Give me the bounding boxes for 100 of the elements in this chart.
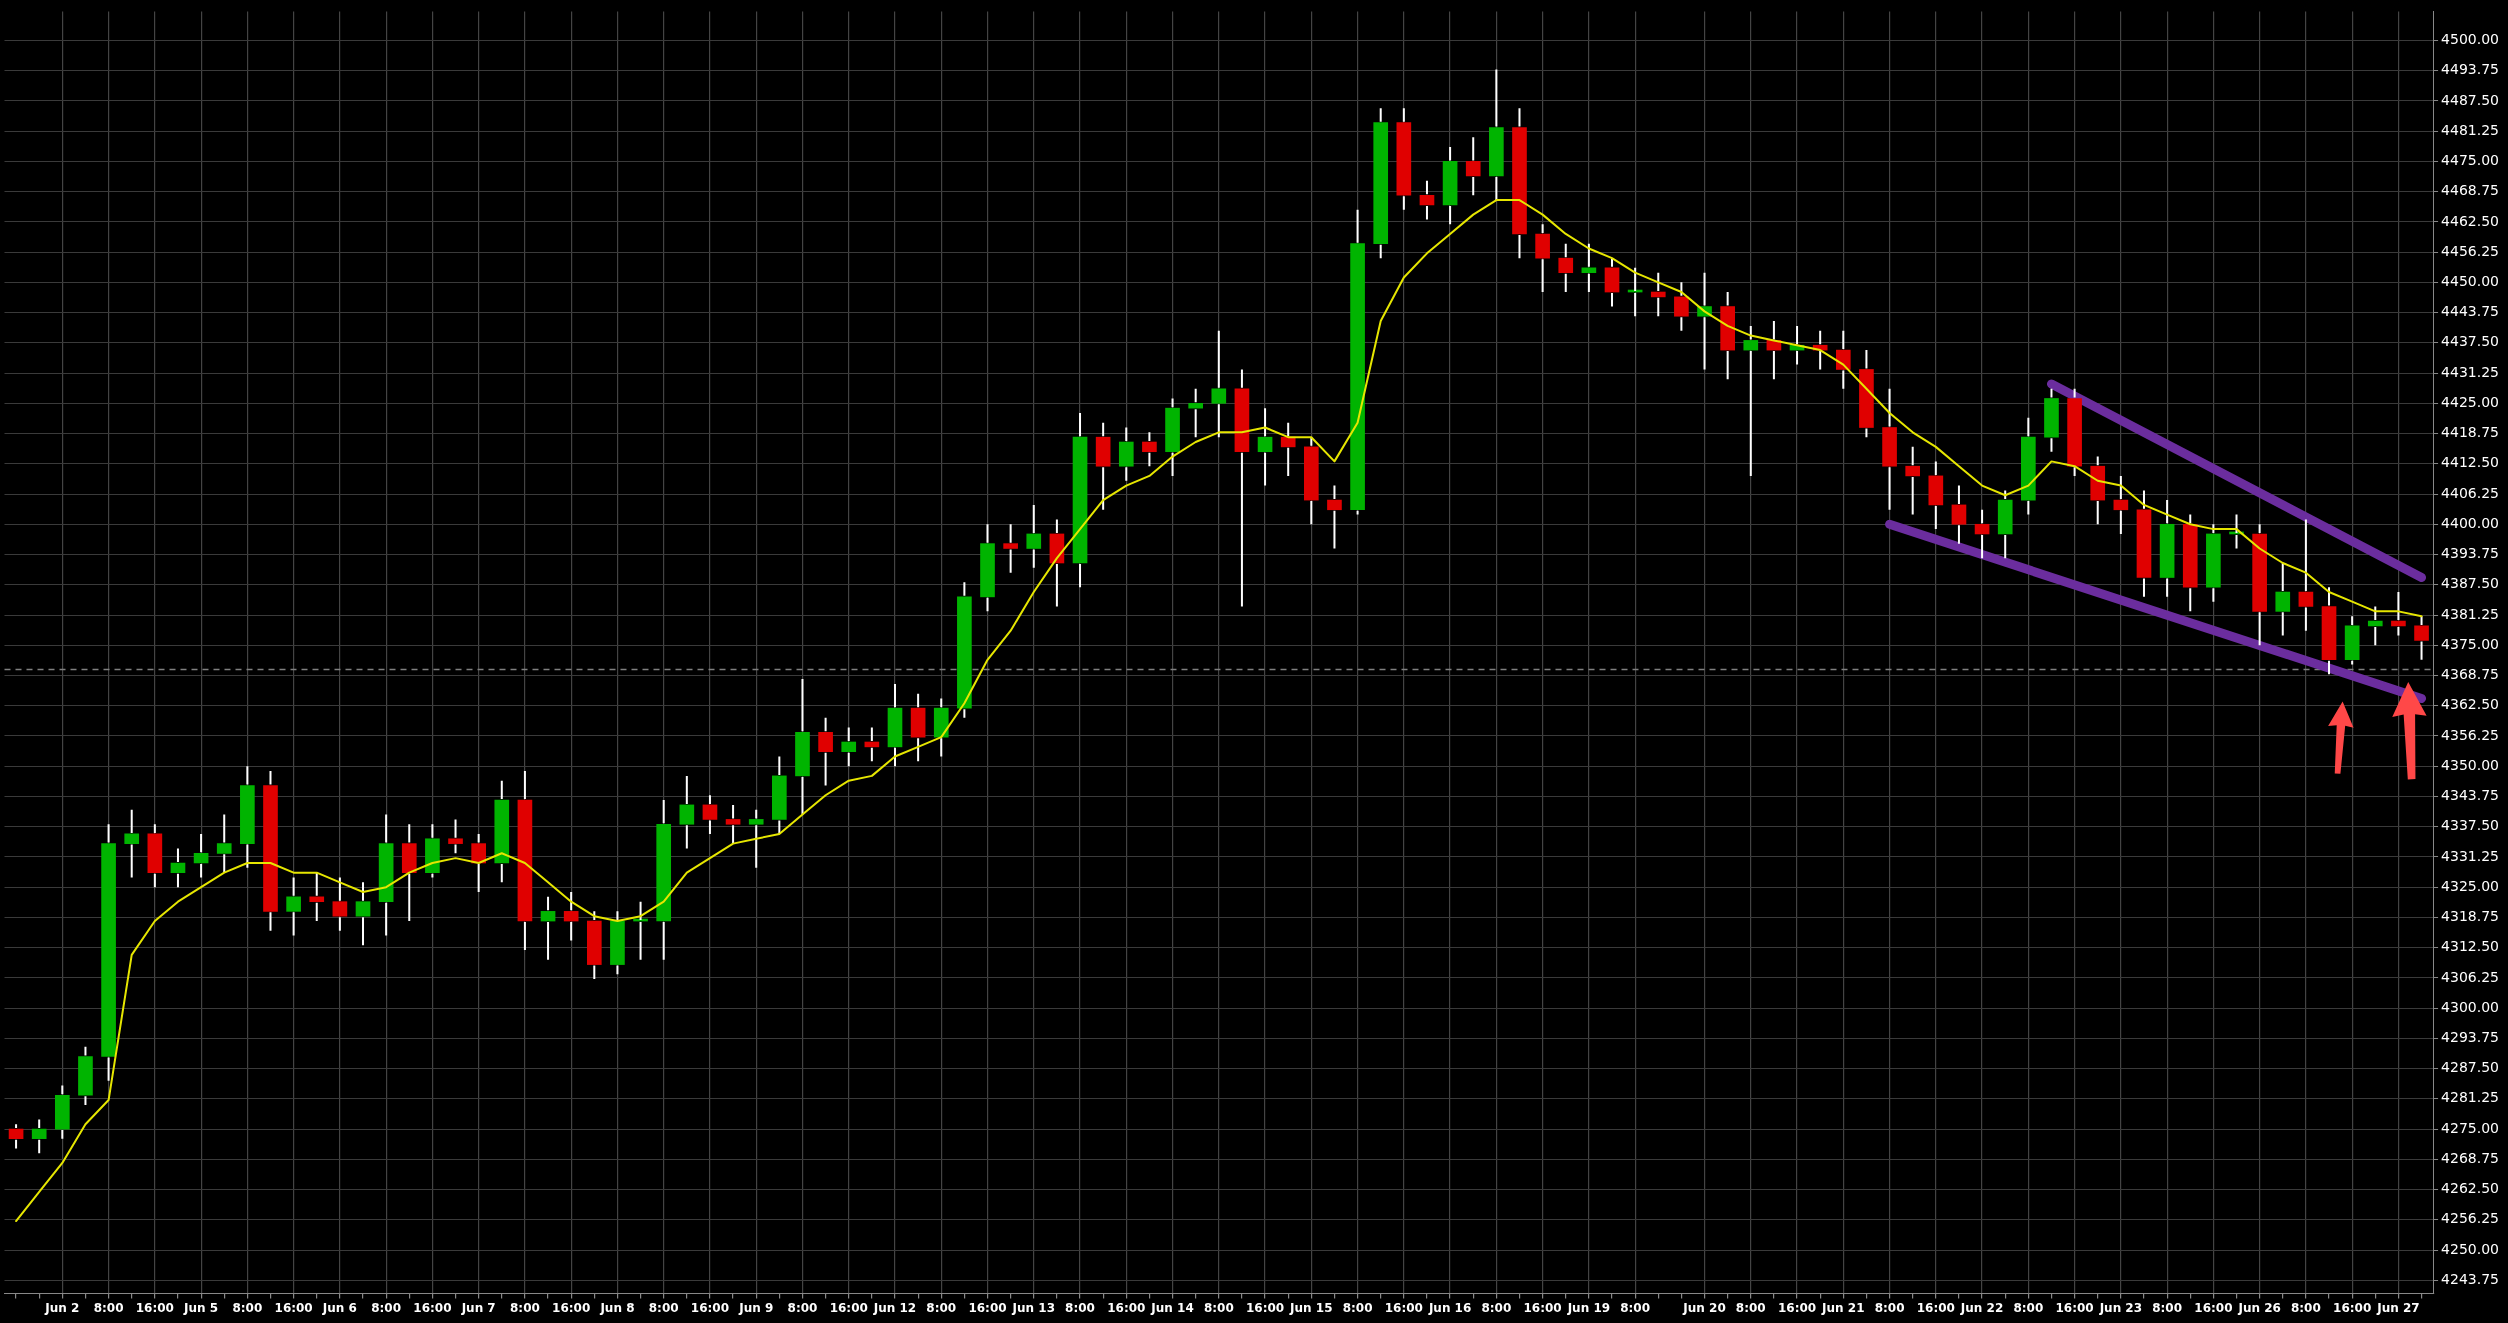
- x-tick-label: Jun 7: [460, 1300, 496, 1315]
- candlestick: [263, 770, 278, 932]
- candlestick: [448, 818, 463, 855]
- y-tick-label: 4412.50: [2441, 454, 2500, 471]
- candlestick: [2344, 615, 2360, 666]
- candlestick: [1396, 107, 1412, 211]
- x-tick-label: Jun 9: [738, 1300, 774, 1315]
- candlestick: [1419, 179, 1435, 221]
- y-tick-label: 4481.25: [2441, 121, 2500, 138]
- candlestick: [2414, 615, 2429, 661]
- y-tick-label: 4356.25: [2441, 726, 2500, 743]
- x-tick-label: 8:00: [1342, 1300, 1373, 1315]
- candlestick: [725, 803, 741, 845]
- x-tick-label: Jun 20: [1682, 1300, 1726, 1315]
- candlestick: [933, 697, 949, 758]
- candlestick: [401, 823, 417, 923]
- x-tick-label: Jun 5: [183, 1300, 219, 1315]
- candlestick: [2044, 387, 2059, 453]
- y-tick-label: 4387.50: [2441, 575, 2500, 592]
- candlestick: [1743, 324, 1759, 477]
- candlestick: [610, 910, 625, 976]
- y-tick-label: 4468.75: [2441, 182, 2500, 199]
- x-tick-label: 16:00: [1916, 1300, 1955, 1315]
- x-tick-label: Jun 21: [1821, 1300, 1865, 1315]
- x-tick-label: 8:00: [232, 1300, 263, 1315]
- y-tick-label: 4500.00: [2441, 31, 2500, 48]
- candlestick: [2021, 416, 2036, 516]
- candlestick: [1558, 242, 1574, 294]
- candlestick: [1257, 407, 1273, 487]
- y-tick-label: 4300.00: [2441, 998, 2500, 1015]
- x-tick-label: 16:00: [1384, 1300, 1423, 1315]
- x-tick-label: Jun 13: [1011, 1300, 1055, 1315]
- candlestick: [1720, 291, 1735, 381]
- candlestick: [309, 871, 325, 923]
- candlestick: [1303, 436, 1319, 526]
- y-tick-label: 4337.50: [2441, 817, 2500, 834]
- candlestick: [679, 774, 695, 850]
- candlestick: [216, 813, 232, 874]
- x-tick-label: Jun 26: [2237, 1300, 2281, 1315]
- candlestick: [2182, 513, 2198, 613]
- candlestick: [1003, 523, 1018, 574]
- candlestick: [2136, 489, 2152, 598]
- candlestick: [1211, 329, 1227, 439]
- y-tick-label: 4487.50: [2441, 91, 2500, 108]
- candlestick: [1118, 426, 1134, 482]
- x-tick-label: 16:00: [1245, 1300, 1285, 1315]
- x-tick-label: 16:00: [2055, 1300, 2094, 1315]
- candlestick: [2090, 455, 2106, 526]
- candlestick: [1072, 412, 1088, 589]
- x-tick-label: 8:00: [1874, 1300, 1905, 1315]
- x-tick-label: 16:00: [1107, 1300, 1146, 1315]
- candlestick: [240, 765, 255, 869]
- x-tick-label: Jun 22: [1959, 1300, 2004, 1315]
- candlestick: [1026, 503, 1042, 569]
- candlestick: [1535, 223, 1550, 294]
- candlestick: [54, 1084, 70, 1140]
- candlestick: [193, 832, 209, 879]
- candlestick: [1350, 208, 1365, 516]
- x-tick-label: 8:00: [2013, 1300, 2044, 1315]
- candlestick: [748, 808, 764, 869]
- x-tick-label: 8:00: [1481, 1300, 1512, 1315]
- candlestick: [170, 847, 186, 889]
- y-tick-label: 4262.50: [2441, 1180, 2500, 1197]
- candlestick: [795, 678, 810, 816]
- x-tick-label: 8:00: [1735, 1300, 1766, 1315]
- x-tick-label: 8:00: [371, 1300, 402, 1315]
- candlestick: [517, 770, 533, 952]
- candlestick: [8, 1123, 24, 1150]
- candlestick: [1142, 431, 1157, 468]
- x-tick-label: 8:00: [93, 1300, 124, 1315]
- y-tick-label: 4425.00: [2441, 393, 2500, 410]
- x-tick-label: 8:00: [509, 1300, 540, 1315]
- candlestick: [1512, 107, 1527, 260]
- candlestick: [1859, 349, 1874, 439]
- x-tick-label: 16:00: [968, 1300, 1007, 1315]
- y-tick-label: 4418.75: [2441, 424, 2500, 441]
- candlestick: [101, 823, 116, 1082]
- candlestick: [2252, 523, 2267, 647]
- x-tick-label: 16:00: [1523, 1300, 1562, 1315]
- y-tick-label: 4350.00: [2441, 756, 2500, 773]
- y-tick-label: 4450.00: [2441, 273, 2500, 289]
- candlestick: [1974, 508, 1990, 560]
- candlestick: [1465, 136, 1481, 197]
- y-tick-label: 4331.25: [2441, 847, 2500, 864]
- candlestick: [1234, 368, 1250, 608]
- x-tick-label: 8:00: [1203, 1300, 1234, 1315]
- candlestick: [980, 523, 995, 613]
- candlestick: [818, 716, 833, 787]
- y-tick-label: 4287.50: [2441, 1059, 2500, 1076]
- candlestick: [1951, 484, 1967, 545]
- y-tick-label: 4431.25: [2441, 363, 2500, 380]
- candlestick: [1905, 445, 1921, 516]
- y-tick-label: 4375.00: [2441, 635, 2500, 652]
- y-tick-label: 4475.00: [2441, 152, 2500, 169]
- candlestick: [355, 881, 371, 947]
- candlestick: [471, 832, 486, 894]
- y-tick-label: 4462.50: [2441, 212, 2500, 229]
- candlestick: [2206, 523, 2221, 603]
- y-tick-label: 4312.50: [2441, 938, 2500, 955]
- y-tick-label: 4400.00: [2441, 514, 2500, 531]
